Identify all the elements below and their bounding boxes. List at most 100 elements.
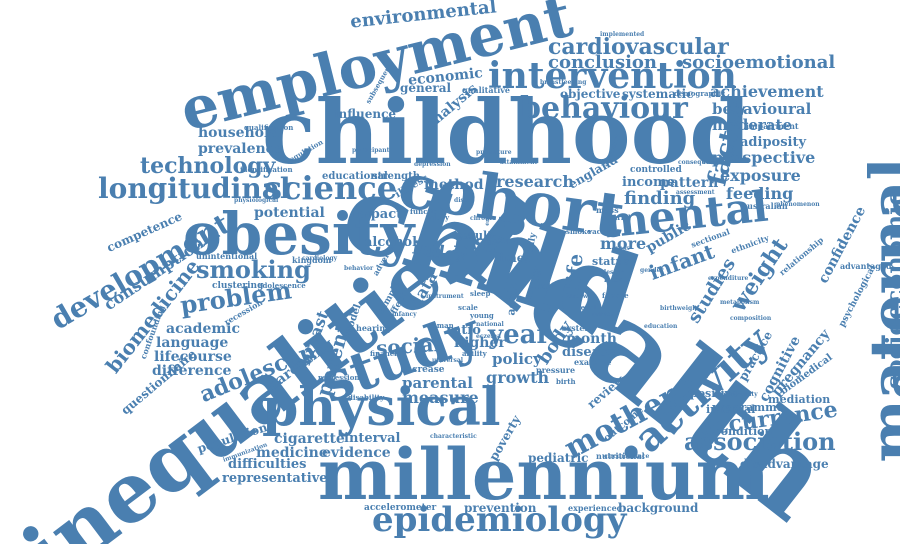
word-educational: educational [322, 171, 388, 182]
word-depression: depression [414, 161, 451, 168]
word-qualitative: qualitative [462, 85, 511, 95]
word-latent: latent [604, 275, 628, 284]
word-gender: gender [640, 267, 664, 274]
word-sleep: sleep [470, 289, 491, 298]
word-potential: potential [254, 205, 325, 221]
word-australian: australian [742, 201, 788, 211]
word-vaccine: vaccine [588, 227, 618, 236]
word-status: status [592, 255, 630, 268]
word-controlled: controlled [630, 165, 682, 175]
word-condition: condition [714, 425, 773, 438]
word-attainment: attainment [500, 159, 538, 166]
word-language: language [156, 335, 229, 351]
word-interval: interval [344, 431, 401, 446]
word-circumstance: circumstance [604, 453, 650, 460]
word-birthweight: birthweight [660, 305, 700, 312]
word-chronic: chronic [470, 215, 496, 222]
word-clustering: clustering [212, 281, 264, 291]
word-association: association [684, 427, 836, 456]
word-demographic: demographic [674, 89, 726, 98]
word-mediation: mediation [768, 393, 831, 406]
word-conclusion: conclusion [548, 52, 658, 73]
word-assessment: assessment [676, 189, 715, 196]
word-woman: woman [426, 321, 454, 330]
word-behaviour: behaviour [520, 91, 688, 126]
word-intervention: intervention [488, 55, 737, 97]
word-disability: disability [348, 393, 385, 402]
word-unintentional: unintentional [196, 251, 258, 261]
word-medicine: medicine [256, 445, 328, 461]
word-nutritional: nutritional [596, 451, 645, 461]
word-obesity: obesity [183, 200, 415, 268]
word-behavioural: behavioural [712, 100, 812, 118]
word-internal: internal [706, 403, 756, 416]
word-regression: regression [318, 373, 360, 382]
word-qualification: qualification [244, 123, 294, 132]
word-pressure: pressure [536, 365, 576, 375]
word-method: method [424, 177, 484, 193]
word-measure: measure [402, 388, 479, 407]
word-millennium: millennium [318, 433, 770, 516]
word-physiological: physiological [234, 197, 279, 204]
word-experienced: experienced [568, 503, 623, 513]
word-identification: identification [240, 165, 293, 174]
word-epidemiology: epidemiology [372, 500, 627, 540]
word-financial: financial [370, 349, 404, 358]
word-moderate: moderate [712, 116, 793, 134]
word-pediatric: pediatric [528, 451, 589, 465]
word-background: background [618, 501, 699, 515]
word-cross: cross [612, 245, 630, 252]
word-breastfeeding: breastfeeding [540, 79, 587, 86]
word-lifecourse: lifecourse [154, 349, 232, 365]
word-test: test [606, 345, 619, 352]
word-research: research [496, 172, 574, 191]
word-adiposity: adiposity [740, 135, 807, 150]
word-policy: policy [492, 350, 542, 368]
word-examine: examine [574, 357, 612, 367]
word-month: month [566, 331, 617, 347]
word-consequence: consequence [678, 159, 722, 166]
word-birth: birth [556, 377, 576, 386]
word-systematic: systematic [622, 87, 694, 101]
word-expenditure: expenditure [708, 275, 749, 282]
word-longitudinal: longitudinal [98, 172, 291, 205]
word-group: group [486, 235, 513, 245]
word-participant: participant [352, 147, 390, 154]
word-phenomenon: phenomenon [776, 201, 820, 208]
word-self: self [538, 281, 555, 291]
word-system: system [562, 323, 593, 333]
word-national: national [476, 321, 504, 328]
word-achievement: achievement [710, 82, 824, 101]
word-year: year [488, 320, 551, 350]
word-cigarette: cigarette [274, 431, 345, 447]
word-pattern: pattern [660, 175, 719, 191]
word-parental: parental [402, 374, 473, 392]
word-premature: premature [476, 149, 512, 156]
word-behavior: behavior [344, 265, 374, 272]
word-injury: injury [426, 213, 450, 222]
word-childhood: childhood [262, 80, 751, 184]
word-birthw: birthw [566, 293, 588, 300]
word-prospective: prospective [712, 148, 816, 167]
word-composition: composition [730, 315, 772, 322]
word-representative: representative [222, 471, 328, 486]
word-alcohol: alcohol [364, 235, 418, 250]
word-universal: universal [432, 357, 464, 364]
word-technology: technology [140, 153, 276, 179]
word-higher: higher [454, 335, 506, 351]
word-implemented: implemented [600, 31, 645, 38]
word-community: community [720, 391, 758, 398]
word-difference: difference [152, 363, 232, 379]
word-general: general [400, 81, 452, 95]
word-strength: strength [372, 171, 421, 182]
word-distr: distr [454, 197, 470, 204]
word-difficulties: difficulties [228, 457, 307, 472]
word-evidence: evidence [322, 445, 391, 461]
word-adolescence: adolescence [258, 281, 306, 290]
word-ethnic: ethnic [702, 159, 724, 166]
word-cardiovascular: cardiovascular [548, 34, 729, 60]
word-influence: influence [334, 107, 397, 121]
word-instrument: instrument [426, 293, 464, 300]
word-metabolism: metabolism [720, 299, 760, 306]
word-accelerometer: accelerometer [364, 503, 437, 513]
